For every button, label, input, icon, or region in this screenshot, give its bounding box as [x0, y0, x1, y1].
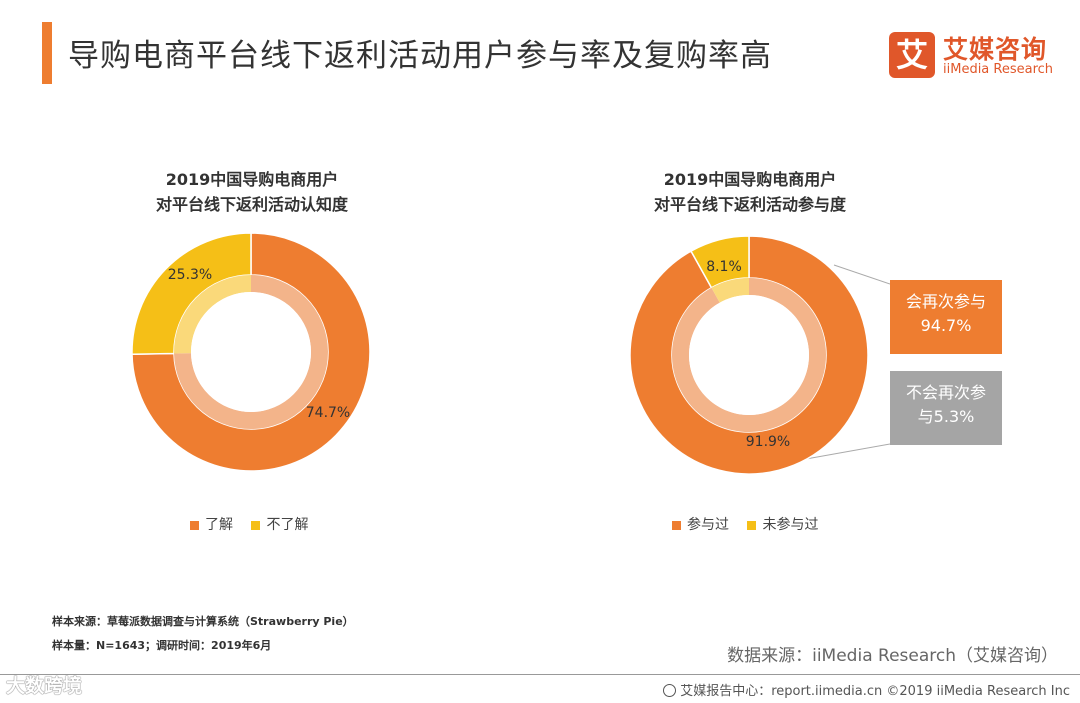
chart1-legend: 了解 不了解 [190, 514, 322, 534]
footer-divider [0, 674, 1080, 675]
title-accent-bar [42, 22, 52, 84]
chart1-label-dontknow: 25.3% [168, 267, 212, 283]
legend-label-participated: 参与过 [687, 517, 729, 533]
connector-bottom [805, 443, 891, 460]
chart2-inner-ring-1 [711, 278, 749, 303]
chart2-title-line2: 对平台线下返利活动参与度 [653, 195, 846, 214]
chart2-hole [689, 295, 809, 415]
data-source: 数据来源：iiMedia Research（艾媒咨询） [727, 646, 1058, 666]
legend-item-not-participated: 未参与过 [747, 514, 818, 534]
chart2-title-line1: 2019中国导购电商用户 [663, 170, 837, 189]
callout-no-rebuy-line1: 不会再次参 [905, 383, 986, 402]
logo-mark-icon: 艾 [889, 32, 935, 78]
legend-label-dontknow: 不了解 [266, 517, 309, 533]
logo-cn-text: 艾媒咨询 [943, 35, 1048, 64]
chart1-label-know: 74.7% [306, 405, 350, 421]
logo-en-text: iiMedia Research [943, 62, 1054, 77]
globe-icon [663, 684, 677, 697]
watermark: 大数跨境 [6, 671, 82, 698]
chart1-title: 2019中国导购电商用户 对平台线下返利活动认知度 [102, 167, 402, 217]
chart1-title-line2: 对平台线下返利活动认知度 [155, 195, 348, 214]
chart1-inner-ring-1 [173, 275, 251, 354]
legend-item-know: 了解 [190, 514, 233, 534]
callout-no-rebuy: 不会再次参 与5.3% [890, 371, 1002, 445]
callout-rebuy: 会再次参与 94.7% [890, 280, 1002, 354]
sample-source-note: 样本来源：草莓派数据调查与计算系统（Strawberry Pie） [52, 615, 354, 628]
chart1-title-line1: 2019中国导购电商用户 [165, 170, 339, 189]
footer-text: 艾媒报告中心：report.iimedia.cn ©2019 iiMedia R… [680, 684, 1070, 699]
legend-swatch-orange [190, 520, 199, 530]
legend-swatch-yellow [251, 520, 261, 530]
legend-swatch-yellow [747, 520, 757, 530]
connector-top [833, 264, 891, 285]
legend-label-know: 了解 [205, 517, 233, 533]
chart2-label-not-participated: 8.1% [706, 259, 742, 275]
callout-no-rebuy-line2: 与5.3% [917, 407, 975, 426]
chart2-label-participated: 91.9% [746, 434, 790, 450]
callout-rebuy-line1: 会再次参与 [905, 292, 986, 311]
chart2-title: 2019中国导购电商用户 对平台线下返利活动参与度 [600, 167, 900, 217]
footer: 艾媒报告中心：report.iimedia.cn ©2019 iiMedia R… [663, 680, 1070, 699]
watermark-text: 大数跨境 [6, 675, 83, 697]
page-title: 导购电商平台线下返利活动用户参与率及复购率高 [68, 38, 772, 74]
callout-rebuy-line2: 94.7% [920, 316, 972, 335]
sample-size-note: 样本量：N=1643；调研时间：2019年6月 [52, 639, 272, 652]
legend-label-not-participated: 未参与过 [762, 517, 819, 533]
legend-item-dontknow: 不了解 [251, 514, 308, 534]
legend-swatch-orange [672, 520, 681, 530]
legend-item-participated: 参与过 [672, 514, 729, 534]
brand-logo: 艾 艾媒咨询 iiMedia Research [885, 30, 1065, 82]
chart1-hole [191, 292, 311, 412]
chart2-legend: 参与过 未参与过 [672, 514, 832, 534]
